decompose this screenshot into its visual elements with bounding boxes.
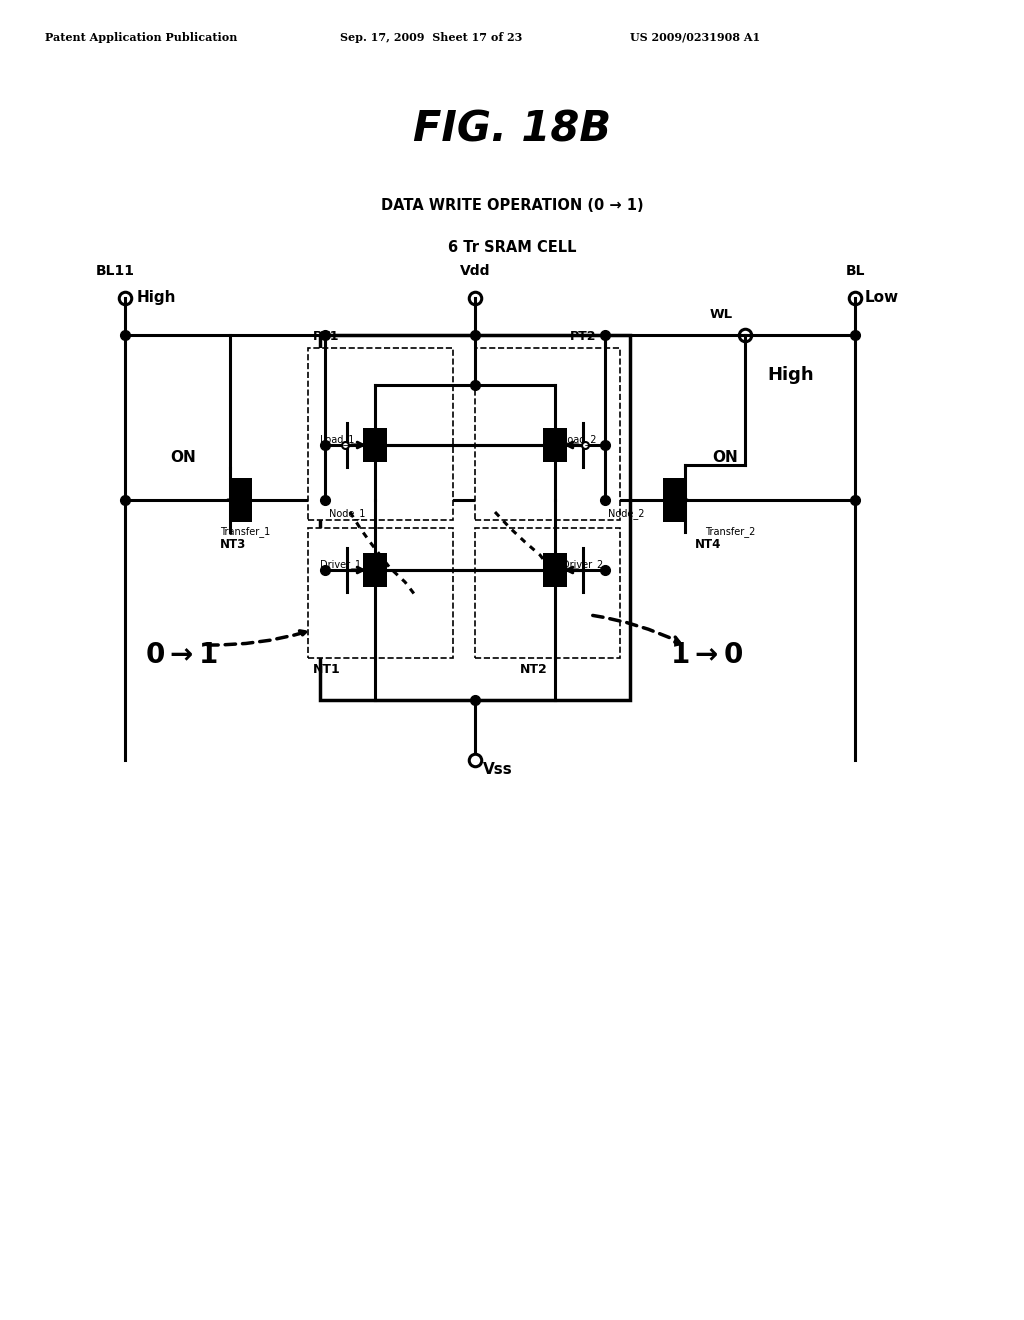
Bar — [362, 428, 387, 462]
Text: PT1: PT1 — [313, 330, 340, 343]
Text: Low: Low — [865, 290, 899, 305]
Text: NT3: NT3 — [220, 539, 246, 550]
Text: High: High — [137, 290, 176, 305]
Text: $\mathbf{0{\rightarrow}1}$: $\mathbf{0{\rightarrow}1}$ — [145, 642, 218, 669]
Text: Load_1: Load_1 — [319, 434, 354, 445]
Bar — [663, 478, 685, 521]
Text: BL11: BL11 — [95, 264, 134, 279]
Bar — [308, 528, 453, 657]
Text: NT4: NT4 — [695, 539, 721, 550]
Text: Driver_1: Driver_1 — [319, 560, 361, 570]
Text: NT2: NT2 — [520, 663, 548, 676]
Bar — [543, 553, 567, 587]
Text: FIG. 18B: FIG. 18B — [413, 110, 611, 150]
Text: ON: ON — [712, 450, 737, 465]
Text: Patent Application Publication: Patent Application Publication — [45, 32, 238, 44]
Text: Transfer_2: Transfer_2 — [705, 525, 756, 537]
Text: High: High — [767, 366, 814, 384]
Text: Vdd: Vdd — [460, 264, 490, 279]
Text: Transfer_1: Transfer_1 — [220, 525, 270, 537]
Text: PT2: PT2 — [570, 330, 597, 343]
Text: Driver_2: Driver_2 — [562, 560, 603, 570]
Text: NT1: NT1 — [313, 663, 341, 676]
Text: Node_2: Node_2 — [608, 508, 644, 519]
Bar — [543, 428, 567, 462]
Bar — [308, 348, 453, 520]
Text: US 2009/0231908 A1: US 2009/0231908 A1 — [630, 32, 760, 44]
Text: Sep. 17, 2009  Sheet 17 of 23: Sep. 17, 2009 Sheet 17 of 23 — [340, 32, 522, 44]
Text: Vss: Vss — [483, 762, 513, 777]
Text: 6 Tr SRAM CELL: 6 Tr SRAM CELL — [447, 240, 577, 256]
Bar — [475, 348, 620, 520]
Bar — [319, 335, 630, 700]
Text: WL: WL — [710, 309, 733, 322]
Bar — [362, 553, 387, 587]
Bar — [230, 478, 252, 521]
Text: Node_1: Node_1 — [329, 508, 366, 519]
Bar — [475, 528, 620, 657]
Text: BL: BL — [845, 264, 864, 279]
Text: DATA WRITE OPERATION (0 → 1): DATA WRITE OPERATION (0 → 1) — [381, 198, 643, 213]
Text: $\mathbf{1{\rightarrow}0}$: $\mathbf{1{\rightarrow}0}$ — [670, 642, 743, 669]
Text: ON: ON — [170, 450, 196, 465]
Text: Load_2: Load_2 — [562, 434, 597, 445]
